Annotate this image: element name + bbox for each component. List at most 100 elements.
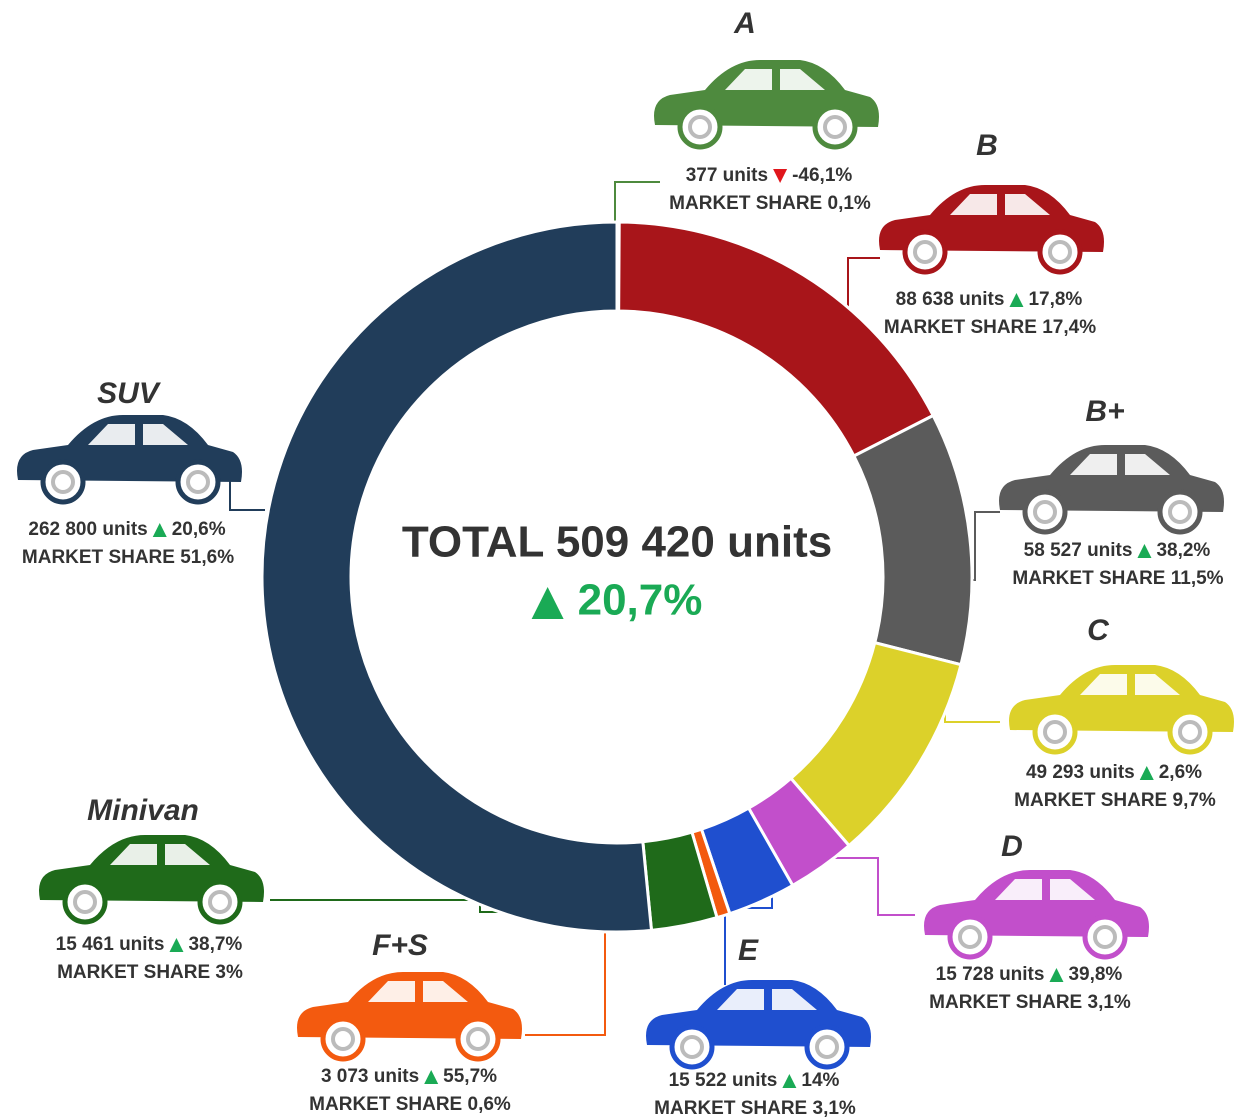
car-window [950,194,1050,215]
units-label: 377 units [686,165,768,186]
segment-name: Minivan [87,794,199,827]
labels: A 377 units -46,1% MARKET SHARE 0,1% B 88 638… [17,7,1234,1118]
hub [913,240,937,264]
hub [186,470,210,494]
car-icon [879,185,1104,275]
car-icon [17,415,242,505]
market-share-label: MARKET SHARE 51,6% [22,547,234,568]
wheel [804,1024,850,1070]
car-window [717,989,817,1010]
wheel [1037,229,1083,275]
hub [331,1027,355,1051]
units-label: 3 073 units [321,1066,419,1087]
wheel [1022,489,1068,535]
total-change: 20,7% [578,576,703,625]
segment-name: SUV [97,377,162,410]
car-window [1080,674,1180,695]
hub [466,1027,490,1051]
donut-segment [260,220,654,934]
change-label: 39,8% [1068,964,1122,985]
car-icon [646,980,871,1070]
change-arrow [424,1070,439,1084]
market-share-label: MARKET SHARE 11,5% [1012,568,1223,589]
donut-segment [617,220,936,458]
wheel [175,459,221,505]
units-label: 15 522 units [669,1070,778,1091]
units-label: 49 293 units [1026,762,1135,783]
hub [1043,720,1067,744]
wheel [455,1016,501,1062]
units-label: 58 527 units [1024,540,1133,561]
segment-name: B [976,129,998,162]
car-icon [39,835,264,925]
change-label: 14% [801,1070,839,1091]
wheel [320,1016,366,1062]
car-window [368,981,468,1002]
connector [614,181,660,232]
segment-name: C [1087,614,1110,647]
car-window [995,879,1095,900]
change-label: 17,8% [1028,289,1082,310]
segment-name: A [733,7,756,40]
hub [680,1035,704,1059]
market-share-label: MARKET SHARE 3,1% [929,992,1131,1013]
car-icon [924,870,1149,960]
wheel [1082,914,1128,960]
connector [970,511,1000,581]
segment-name: E [738,934,759,967]
units-label: 88 638 units [896,289,1005,310]
wheel [812,104,858,150]
market-share-label: MARKET SHARE 17,4% [884,317,1096,338]
connector [847,257,880,310]
change-arrow [1049,968,1064,982]
hub [1033,500,1057,524]
units-label: 15 461 units [56,934,165,955]
hub [1178,720,1202,744]
donut-segment [851,413,974,667]
car-window [725,69,825,90]
wheel [677,104,723,150]
car-icon [999,445,1224,535]
connector [825,857,915,916]
segment-name: B+ [1085,395,1124,428]
hub [51,470,75,494]
change-arrow [169,938,184,952]
connector [229,480,265,511]
change-arrow [773,169,788,183]
units-label: 262 800 units [28,519,147,540]
change-label: 20,6% [172,519,226,540]
car-window [110,844,210,865]
change-arrow [531,587,564,619]
change-arrow [782,1074,797,1088]
change-label: 55,7% [443,1066,497,1087]
wheel [1157,489,1203,535]
wheel [947,914,993,960]
hub [688,115,712,139]
change-arrow [1139,766,1154,780]
wheel [902,229,948,275]
hub [815,1035,839,1059]
market-share-label: MARKET SHARE 0,1% [669,193,871,214]
market-share-label: MARKET SHARE 3,1% [654,1098,856,1118]
change-label: 38,7% [188,934,242,955]
total-label: TOTAL 509 420 units [402,518,832,567]
change-arrow [152,523,167,537]
car-icon [654,60,879,150]
wheel [1167,709,1213,755]
wheel [40,459,86,505]
wheel [669,1024,715,1070]
change-label: 38,2% [1156,540,1210,561]
market-share-label: MARKET SHARE 0,6% [309,1094,511,1115]
market-share-label: MARKET SHARE 9,7% [1014,790,1216,811]
hub [1168,500,1192,524]
hub [958,925,982,949]
hub [823,115,847,139]
units-label: 15 728 units [936,964,1045,985]
change-arrow [1137,544,1152,558]
wheel [62,879,108,925]
change-label: -46,1% [792,165,852,186]
change-label: 2,6% [1159,762,1202,783]
wheel [197,879,243,925]
segment-name: D [1001,830,1023,863]
